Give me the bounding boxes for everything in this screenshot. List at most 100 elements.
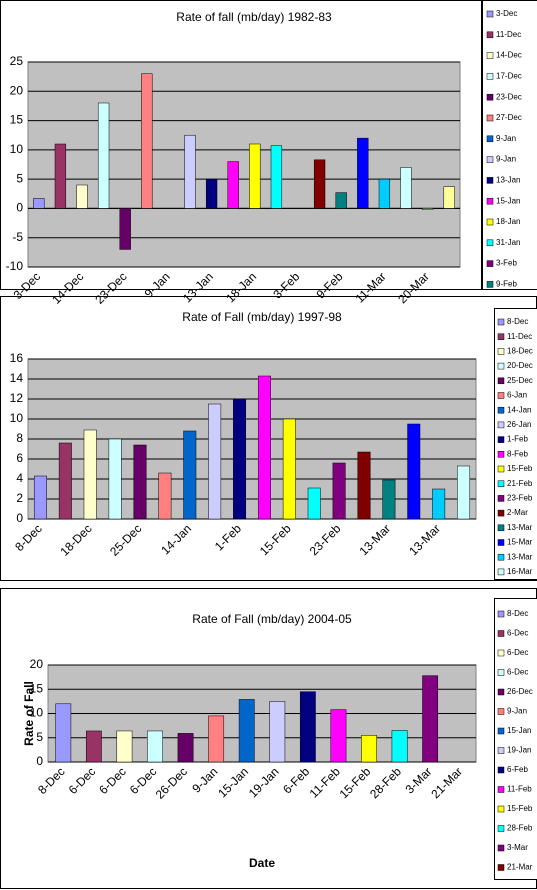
legend-swatch xyxy=(497,451,505,458)
bar xyxy=(116,730,133,763)
legend-label: 19-Jan xyxy=(507,746,531,755)
bar xyxy=(33,475,47,520)
legend-label: 15-Mar xyxy=(507,538,533,547)
legend-swatch xyxy=(486,239,494,247)
legend-swatch xyxy=(486,73,494,80)
legend-label: 23-Dec xyxy=(496,92,522,101)
legend-swatch xyxy=(497,669,505,676)
legend-swatch xyxy=(497,362,505,370)
legend-label: 11-Feb xyxy=(507,785,532,794)
legend-label: 6-Jan xyxy=(507,391,527,400)
bar xyxy=(299,691,316,763)
bar xyxy=(391,730,408,763)
legend-label: 15-Feb xyxy=(507,464,533,473)
legend-label: 31-Jan xyxy=(496,238,520,247)
bar xyxy=(361,735,377,763)
legend-label: 14-Dec xyxy=(496,51,522,60)
legend-label: 8-Dec xyxy=(507,317,528,326)
bar xyxy=(233,398,247,520)
bar xyxy=(330,709,347,763)
bar xyxy=(335,192,347,209)
y-tick-label: 16 xyxy=(10,351,24,365)
legend-swatch xyxy=(497,766,505,774)
bar xyxy=(257,375,271,520)
bar xyxy=(238,699,255,763)
legend-label: 21-Mar xyxy=(507,863,533,872)
chart-title: Rate of fall (mb/day) 1982-83 xyxy=(176,10,332,24)
legend-swatch xyxy=(497,805,505,813)
bar xyxy=(55,703,72,763)
legend-label: 9-Jan xyxy=(496,155,516,164)
legend-label: 26-Dec xyxy=(507,687,533,696)
y-tick-label: 0 xyxy=(16,201,23,215)
y-tick-label: -5 xyxy=(12,230,23,244)
legend: 8-Dec 6-Dec 6-Dec 6-Dec 26-Dec 9-Jan 15-Jan 19-… xyxy=(497,609,533,872)
y-tick-label: 8 xyxy=(16,431,23,445)
legend-swatch xyxy=(486,177,494,184)
bar xyxy=(108,438,122,520)
bar xyxy=(133,444,147,520)
x-axis-label: Date xyxy=(249,856,275,870)
legend-label: 11-Dec xyxy=(507,332,532,341)
legend-swatch xyxy=(497,844,505,852)
legend-swatch xyxy=(486,218,494,226)
legend-label: 28-Feb xyxy=(507,824,533,833)
bar xyxy=(457,465,471,520)
legend-swatch xyxy=(497,509,505,517)
legend-swatch xyxy=(497,377,505,385)
legend-label: 14-Jan xyxy=(507,405,531,414)
legend-label: 17-Dec xyxy=(496,72,522,81)
legend-swatch xyxy=(497,825,505,832)
y-axis-label: Rate of Fall xyxy=(22,681,36,746)
legend-swatch xyxy=(497,480,505,487)
legend-label: 15-Jan xyxy=(507,726,531,735)
legend-swatch xyxy=(497,727,505,735)
y-tick-label: 25 xyxy=(10,54,24,68)
legend-label: 9-Feb xyxy=(496,280,517,289)
legend-swatch xyxy=(497,539,505,546)
legend-label: 6-Feb xyxy=(507,765,528,774)
legend-swatch xyxy=(497,747,505,754)
legend-swatch xyxy=(486,156,494,163)
legend-swatch xyxy=(497,568,505,576)
legend-swatch xyxy=(486,31,494,39)
bar xyxy=(378,178,391,209)
legend-swatch xyxy=(497,610,505,618)
legend-label: 9-Jan xyxy=(507,707,527,716)
legend-swatch xyxy=(497,421,505,429)
y-tick-label: 2 xyxy=(16,491,23,505)
bar xyxy=(421,208,434,210)
bar xyxy=(158,472,172,520)
legend-swatch xyxy=(486,135,494,143)
bar xyxy=(208,715,225,763)
legend-swatch xyxy=(497,786,505,793)
bar xyxy=(147,730,163,763)
legend-label: 6-Dec xyxy=(507,668,528,677)
legend-swatch xyxy=(497,333,505,340)
y-tick-label: -10 xyxy=(6,259,24,273)
y-tick-label: 5 xyxy=(36,730,43,744)
legend-label: 15-Jan xyxy=(496,196,520,205)
legend-swatch xyxy=(497,553,505,561)
y-tick-label: 4 xyxy=(16,471,23,485)
legend-swatch xyxy=(497,406,505,414)
bar xyxy=(227,161,239,209)
legend-label: 2-Mar xyxy=(507,508,528,517)
legend-swatch xyxy=(497,348,505,355)
bar xyxy=(141,73,153,209)
y-tick-label: 10 xyxy=(30,706,44,720)
bar xyxy=(357,137,369,209)
legend-label: 25-Dec xyxy=(507,376,533,385)
legend-label: 6-Dec xyxy=(507,629,528,638)
legend-label: 8-Dec xyxy=(507,609,528,618)
legend-label: 27-Dec xyxy=(496,113,522,122)
legend: 3-Dec 11-Dec 14-Dec 17-Dec 23-Dec 27-Dec 9-Jan… xyxy=(486,9,522,289)
legend-label: 9-Jan xyxy=(496,134,516,143)
y-tick-label: 12 xyxy=(10,391,24,405)
legend-swatch xyxy=(486,93,494,101)
legend-swatch xyxy=(486,260,494,267)
bar xyxy=(119,208,131,250)
bar xyxy=(307,487,321,520)
chart-title: Rate of Fall (mb/day) 1997-98 xyxy=(182,310,342,324)
